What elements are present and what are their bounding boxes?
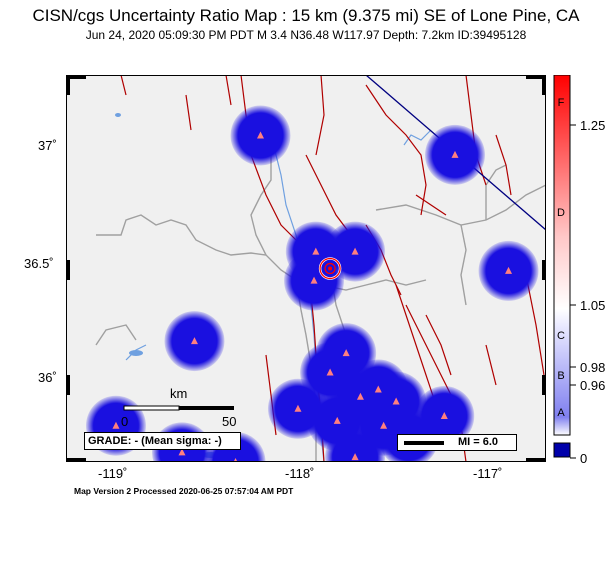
mi-legend: MI = 6.0 [397, 434, 517, 451]
lat-tick-37: 37˚ [38, 138, 57, 153]
station-marker[interactable] [342, 349, 350, 357]
colorbar: F D C B A 1.25 1.05 0.98 0.96 0 [552, 75, 612, 466]
epicenter-marker[interactable] [318, 257, 342, 280]
lat-tick-36: 36˚ [38, 370, 57, 385]
epicenter-ring [319, 257, 341, 280]
map-canvas[interactable] [66, 75, 546, 462]
colorbar-value-0: 0 [580, 451, 588, 466]
colorbar-grade-b: B [557, 370, 565, 382]
station-marker[interactable] [440, 412, 448, 420]
scale-right-label: 50 [222, 414, 237, 429]
colorbar-bottom-swatch [553, 442, 571, 458]
map-subtitle: Jun 24, 2020 05:09:30 PM PDT M 3.4 N36.4… [85, 28, 527, 42]
station-marker[interactable] [356, 392, 364, 400]
station-marker[interactable] [256, 131, 264, 139]
map-area[interactable] [66, 75, 546, 462]
colorbar-value-1-05: 1.05 [580, 298, 606, 313]
lon-tick-118: -118˚ [285, 466, 315, 481]
station-marker[interactable] [178, 448, 186, 456]
station-marker[interactable] [380, 421, 388, 429]
station-marker[interactable] [326, 368, 334, 376]
colorbar-grade-a: A [557, 407, 565, 419]
colorbar-grade-c: C [557, 330, 565, 342]
scale-unit: km [170, 386, 188, 401]
border-ticks [66, 75, 546, 462]
epicenter-center [328, 266, 333, 271]
mi-legend-label: MI = 6.0 [458, 436, 499, 448]
colorbar-grade-f: F [557, 97, 565, 109]
colorbar-gradient [553, 75, 571, 436]
station-marker[interactable] [351, 453, 359, 461]
station-marker[interactable] [310, 276, 318, 284]
station-marker[interactable] [333, 416, 341, 424]
scale-bar [123, 405, 234, 411]
scale-left-label: 0 [121, 414, 129, 429]
uncertainty-blob [325, 427, 386, 462]
station-marker[interactable] [351, 247, 359, 255]
colorbar-value-0-96: 0.96 [580, 378, 606, 393]
station-marker[interactable] [112, 421, 120, 429]
lon-tick-119: -119˚ [98, 466, 128, 481]
colorbar-value-0-98: 0.98 [580, 360, 606, 375]
station-marker[interactable] [190, 337, 198, 345]
map-footer: Map Version 2 Processed 2020-06-25 07:57… [74, 486, 294, 496]
stations [112, 131, 513, 462]
map-title: CISN/cgs Uncertainty Ratio Map : 15 km (… [32, 6, 580, 25]
epicenter-ring [324, 262, 336, 275]
station-marker[interactable] [374, 385, 382, 393]
mi-legend-line [404, 441, 444, 445]
grade-box: GRADE: - (Mean sigma: -) [84, 432, 241, 450]
station-marker[interactable] [451, 150, 459, 158]
colorbar-value-1-25: 1.25 [580, 118, 606, 133]
station-marker[interactable] [312, 247, 320, 255]
station-marker[interactable] [505, 266, 513, 274]
station-marker[interactable] [294, 404, 302, 412]
colorbar-grade-d: D [557, 207, 565, 219]
station-marker[interactable] [392, 397, 400, 405]
lon-tick-117: -117˚ [473, 466, 503, 481]
lat-tick-36-5: 36.5˚ [24, 256, 54, 271]
